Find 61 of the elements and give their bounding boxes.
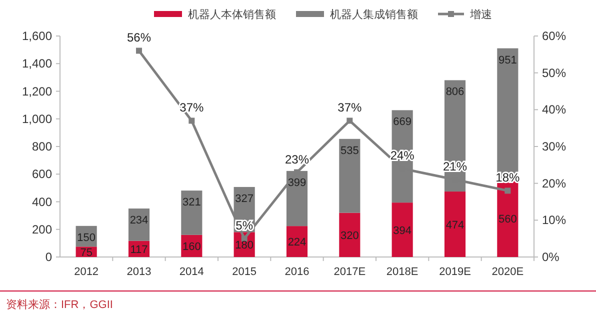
y2-tick-label: 40%: [542, 102, 566, 117]
data-label: 117: [130, 244, 148, 256]
data-label: 669: [393, 116, 412, 128]
bar: [392, 202, 413, 257]
bar: [181, 190, 202, 235]
legend-label: 增速: [469, 8, 492, 21]
x-tick-label: 2012: [74, 266, 99, 278]
data-label: 234: [130, 214, 148, 227]
y-tick-label: 400: [32, 194, 52, 209]
data-label: 327: [235, 192, 254, 205]
data-label: 56%: [126, 30, 152, 45]
data-label: 474: [446, 219, 464, 232]
y-tick-label: 200: [32, 222, 52, 236]
y2-tick-label: 10%: [542, 213, 566, 228]
data-label: 37%: [338, 100, 362, 115]
data-label: 23%: [284, 152, 310, 166]
x-tick-label: 2017E: [334, 266, 366, 278]
point: [136, 48, 142, 54]
data-label: 321: [182, 196, 201, 209]
text: 资料来源：IFR，GGII: [6, 298, 113, 311]
data-label: 535: [340, 144, 359, 157]
data-label: 180: [235, 240, 254, 252]
y-tick-label: 1,200: [22, 84, 52, 98]
point: [188, 118, 195, 124]
y2-tick-label: 20%: [542, 176, 566, 190]
x-tick-label: 2019E: [439, 266, 471, 278]
point: [504, 188, 511, 194]
y-tick-label: 0: [45, 250, 52, 264]
y2-tick-label: 30%: [542, 140, 566, 154]
x-tick-label: 2020E: [492, 266, 524, 278]
y-tick-label: 1,400: [22, 56, 52, 71]
data-label: 150: [77, 232, 96, 244]
x-tick-label: 2013: [126, 266, 152, 278]
data-label: 160: [182, 240, 201, 253]
data-label: 75: [80, 246, 92, 259]
data-label: 224: [288, 236, 306, 249]
x-tick-label: 2015: [232, 266, 257, 278]
legend-label: 机器人本体销售额: [188, 8, 276, 21]
y2-tick-label: 50%: [542, 66, 566, 80]
data-label: 806: [446, 86, 464, 98]
bar: [339, 212, 360, 257]
bar: [444, 192, 466, 257]
x-tick-label: 2014: [179, 266, 204, 278]
y-tick-label: 600: [32, 167, 52, 182]
bar: [339, 138, 360, 213]
data-label: 394: [393, 224, 412, 237]
y2-tick-label: 60%: [542, 29, 566, 43]
data-label: 951: [498, 54, 517, 66]
bar: [128, 208, 150, 241]
y-tick-label: 1,000: [22, 112, 52, 126]
y-tick-label: 1,600: [22, 29, 52, 43]
data-label: 5%: [236, 218, 254, 233]
data-label: 320: [340, 230, 359, 242]
legend-label: 机器人集成销售额: [330, 8, 418, 21]
x-tick-label: 2016: [284, 266, 310, 278]
point: [346, 118, 353, 124]
x-tick-label: 2018E: [386, 266, 418, 278]
y2-tick-label: 0%: [542, 250, 560, 264]
data-label: 399: [288, 176, 306, 189]
data-label: 560: [498, 213, 517, 226]
y-tick-label: 800: [32, 140, 52, 154]
